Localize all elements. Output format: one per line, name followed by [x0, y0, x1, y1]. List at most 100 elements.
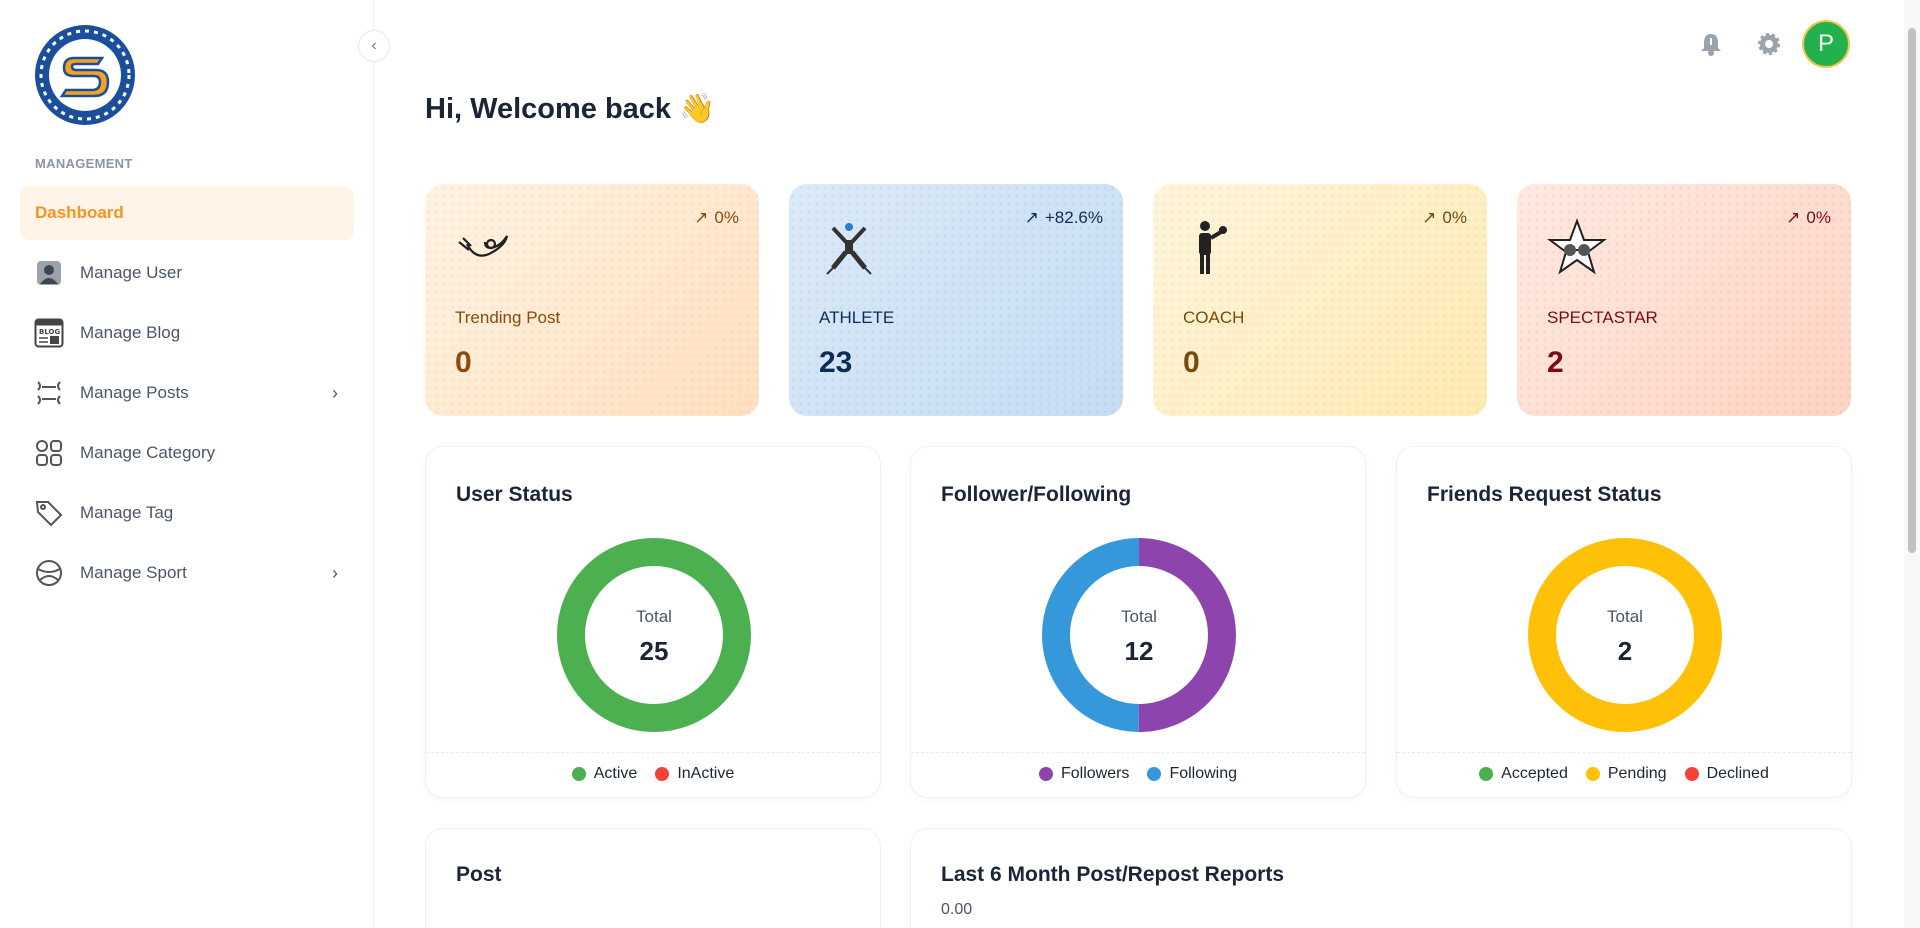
sidebar-item-manage-tag[interactable]: Manage Tag: [20, 486, 354, 540]
legend-item-inactive[interactable]: InActive: [655, 765, 734, 783]
trend-value: 0%: [714, 208, 739, 227]
stat-label: COACH: [1183, 308, 1245, 327]
legend-item-declined[interactable]: Declined: [1684, 765, 1769, 783]
sidebar-item-manage-sport[interactable]: Manage Sport ›: [20, 546, 354, 600]
trend-indicator: ↗ 0%: [1422, 208, 1467, 228]
card-pattern: [1517, 184, 1851, 416]
legend-dot: [1479, 767, 1494, 781]
trend-indicator: ↗ +82.6%: [1025, 208, 1103, 228]
card-post: Post: [425, 828, 881, 928]
chart-legend: Accepted Pending Declined: [1397, 765, 1851, 783]
donut-total-label: Total: [636, 607, 672, 626]
legend-label: InActive: [677, 765, 735, 782]
sidebar-item-label: Manage Category: [80, 443, 216, 462]
donut-segment-0[interactable]: [557, 538, 751, 732]
sidebar-item-label: Dashboard: [35, 203, 124, 222]
legend-dot: [571, 767, 586, 781]
legend-item-active[interactable]: Active: [571, 765, 638, 783]
trend-value: 0%: [1442, 208, 1467, 227]
chart-title: Friends Request Status: [1427, 483, 1662, 506]
card-title: Last 6 Month Post/Repost Reports: [941, 863, 1285, 886]
category-icon: [34, 438, 64, 468]
card-pattern: [425, 184, 759, 416]
legend-dot: [1147, 767, 1162, 781]
stat-value: 23: [819, 346, 853, 379]
card-last-6-month-reports: Last 6 Month Post/Repost Reports 0.00: [910, 828, 1852, 928]
trending-up-icon: ↗: [1024, 208, 1039, 227]
sidebar-item-label: Manage Posts: [80, 383, 189, 402]
donut-total-value: 25: [640, 636, 669, 666]
blog-icon: BLOG: [34, 318, 64, 348]
chevron-right-icon: ›: [332, 563, 338, 583]
legend-dot: [1038, 767, 1053, 781]
legend-label: Pending: [1607, 765, 1667, 782]
sidebar-item-dashboard[interactable]: Dashboard: [20, 186, 354, 240]
sidebar-nav: Dashboard Manage User BLOG Manage Blog M…: [20, 186, 354, 606]
brand-logo[interactable]: [34, 24, 136, 126]
y-axis-tick-label: 0.00: [941, 901, 973, 918]
card-pattern: [789, 184, 1123, 416]
stat-label: ATHLETE: [819, 308, 895, 327]
donut-segment-0[interactable]: [1042, 538, 1236, 732]
sidebar: MANAGEMENT Dashboard Manage User BLOG Ma…: [0, 0, 374, 928]
stat-card-trending-post[interactable]: ↗ 0% Trending Post 0: [425, 184, 759, 416]
stat-value: 2: [1547, 346, 1564, 379]
trend-value: 0%: [1806, 208, 1831, 227]
legend-item-accepted[interactable]: Accepted: [1479, 765, 1568, 783]
sidebar-item-manage-user[interactable]: Manage User: [20, 246, 354, 300]
divider: [1397, 752, 1851, 753]
trend-indicator: ↗ 0%: [1786, 208, 1831, 228]
card-title: Post: [456, 863, 502, 886]
collapse-sidebar-button[interactable]: ‹: [358, 30, 390, 62]
chart-card-friends-request-status: Friends Request Status Total 2 Accepted …: [1396, 446, 1852, 798]
svg-text:BLOG: BLOG: [39, 328, 60, 336]
stat-card-spectastar[interactable]: ↗ 0% SPECTASTAR 2: [1517, 184, 1851, 416]
stat-card-athlete[interactable]: ↗ +82.6% ATHLETE 23: [789, 184, 1123, 416]
scrollbar-thumb[interactable]: [1908, 28, 1916, 553]
donut-total-label: Total: [1607, 607, 1643, 626]
donut-segment-0[interactable]: [1528, 538, 1722, 732]
legend-item-followers[interactable]: Followers: [1038, 765, 1129, 783]
page-title: Hi, Welcome back 👋: [425, 93, 716, 125]
section-label-management: MANAGEMENT: [35, 156, 133, 171]
donut-chart-user-status[interactable]: Total 25: [554, 535, 754, 735]
chart-title: Follower/Following: [941, 483, 1132, 506]
posts-icon: [34, 378, 64, 408]
stat-value: 0: [455, 346, 472, 379]
sport-icon: [34, 558, 64, 588]
tag-icon: [34, 498, 64, 528]
donut-chart-friends-request[interactable]: Total 2: [1525, 535, 1725, 735]
stat-card-coach[interactable]: ↗ 0% COACH 0: [1153, 184, 1487, 416]
trending-up-icon: ↗: [1422, 208, 1437, 227]
donut-total-value: 2: [1618, 636, 1632, 666]
trend-indicator: ↗ 0%: [694, 208, 739, 228]
sidebar-item-manage-category[interactable]: Manage Category: [20, 426, 354, 480]
legend-label: Following: [1169, 765, 1238, 782]
chart-card-user-status: User Status Total 25 Active InActive: [425, 446, 881, 798]
gear-icon[interactable]: [1753, 28, 1785, 60]
stat-label: Trending Post: [455, 308, 561, 327]
star-sunglasses-icon: [1547, 218, 1607, 278]
trending-post-icon: [455, 218, 515, 278]
chart-legend: Followers Following: [911, 765, 1365, 783]
sidebar-item-manage-blog[interactable]: BLOG Manage Blog: [20, 306, 354, 360]
avatar[interactable]: P: [1802, 20, 1850, 68]
bell-icon[interactable]: [1695, 28, 1727, 60]
user-icon: [34, 258, 64, 288]
trending-up-icon: ↗: [1786, 208, 1801, 227]
sidebar-item-label: Manage Blog: [80, 323, 181, 342]
stat-label: SPECTASTAR: [1547, 308, 1658, 327]
divider: [426, 752, 880, 753]
sidebar-item-label: Manage User: [80, 263, 183, 282]
sidebar-item-manage-posts[interactable]: Manage Posts ›: [20, 366, 354, 420]
trending-up-icon: ↗: [694, 208, 709, 227]
donut-chart-follower-following[interactable]: Total 12: [1039, 535, 1239, 735]
legend-label: Active: [593, 765, 638, 782]
chevron-right-icon: ›: [332, 383, 338, 403]
legend-dot: [1585, 767, 1600, 781]
legend-item-pending[interactable]: Pending: [1585, 765, 1667, 783]
page-scrollbar[interactable]: [1904, 0, 1920, 928]
legend-item-following[interactable]: Following: [1147, 765, 1237, 783]
donut-total-value: 12: [1125, 636, 1154, 666]
sidebar-item-label: Manage Sport: [80, 563, 187, 582]
